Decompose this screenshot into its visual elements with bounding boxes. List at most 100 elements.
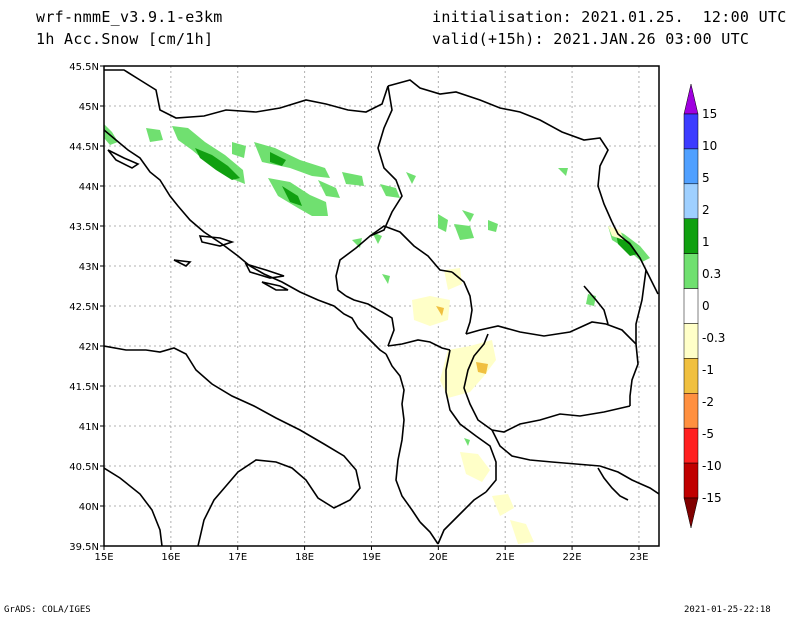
colorbar-swatch [683, 462, 699, 499]
y-tick-label: 40N [79, 502, 99, 513]
y-tick-label: 44.5N [69, 142, 99, 153]
x-tick-label: 17E [228, 552, 247, 563]
snow-area [464, 438, 470, 446]
colorbar-label: 5 [702, 171, 710, 185]
colorbar-swatch [683, 358, 699, 394]
snow-area [318, 180, 340, 198]
coastline-italy-gulf [104, 467, 163, 546]
y-tick-label: 43.5N [69, 222, 99, 233]
melt-area [436, 306, 444, 316]
melt-area [510, 520, 534, 544]
y-tick-label: 41N [79, 422, 99, 433]
snow-area [462, 210, 474, 222]
border-albania-east [445, 349, 497, 493]
x-tick-label: 18E [295, 552, 314, 563]
snow-area [586, 294, 596, 306]
x-tick-label: 15E [94, 552, 113, 563]
border-montenegro-serbia [369, 225, 453, 273]
colorbar-label: 0.3 [702, 267, 721, 281]
coastline-albania [385, 353, 421, 523]
border-greece-albania-south [437, 491, 487, 545]
x-tick-label: 19E [362, 552, 381, 563]
colorbar-swatch [683, 113, 699, 150]
coastline-greece [419, 521, 439, 545]
y-tick-label: 39.5N [69, 542, 99, 553]
model-title: wrf-nmmE_v3.9.1-e3km [36, 8, 223, 26]
melt-area [460, 452, 490, 482]
melt-area [476, 362, 488, 374]
x-tick-label: 20E [429, 552, 448, 563]
colorbar-swatch [683, 427, 699, 464]
snow-area [282, 186, 302, 206]
y-tick-label: 42N [79, 342, 99, 353]
colorbar-swatch [683, 253, 699, 289]
border-greece-north [491, 429, 659, 495]
colorbar-label: 10 [702, 139, 717, 153]
snow-area [232, 142, 246, 158]
border-north-macedonia [465, 321, 639, 406]
x-tick-label: 23E [629, 552, 648, 563]
island-mljet [261, 281, 289, 291]
melt-area [444, 268, 462, 290]
colorbar-swatch [683, 288, 699, 324]
border-bulgaria-east [635, 269, 647, 344]
snow-area [372, 232, 382, 244]
x-tick-label: 16E [161, 552, 180, 563]
border-bosnia-serbia [335, 85, 403, 297]
initialisation-time: initialisation: 2021.01.25. 12:00 UTC [432, 8, 787, 26]
snow-fields [104, 124, 650, 544]
y-tick-label: 43N [79, 262, 99, 273]
coastline-greece-aegean [597, 467, 629, 501]
snow-area [406, 172, 416, 184]
colorbar-label: 0 [702, 299, 710, 313]
latitude-axis: 39.5N 40N 40.5N 41N 41.5N 42N 42.5N 43N 43.5N 44N… [69, 62, 104, 553]
valid-time: valid(+15h): 2021.JAN.26 03:00 UTC [432, 30, 750, 48]
colorbar-label: -15 [702, 491, 722, 505]
snow-area [558, 168, 568, 176]
coastlines-and-borders [104, 69, 659, 546]
colorbar-label: 2 [702, 203, 710, 217]
colorbar-label: 15 [702, 107, 717, 121]
y-tick-label: 40.5N [69, 462, 99, 473]
snow-area [342, 172, 364, 186]
snow-area [382, 274, 390, 284]
island-brac [198, 235, 235, 247]
colorbar-label: 1 [702, 235, 710, 249]
snow-area [488, 220, 498, 232]
melt-area [492, 494, 514, 516]
snow-area [195, 148, 240, 180]
y-tick-label: 42.5N [69, 302, 99, 313]
border-serbia-bulgaria-2 [583, 285, 609, 325]
colorbar-swatch [683, 323, 699, 359]
y-tick-label: 45.5N [69, 62, 99, 73]
x-tick-label: 22E [563, 552, 582, 563]
colorbar-label: -5 [702, 427, 714, 441]
border-serbia-north [387, 79, 613, 223]
colorbar-bottom-arrow [683, 497, 699, 529]
snow-area [438, 214, 448, 232]
colorbar-swatch [683, 148, 699, 185]
snow-area [146, 128, 163, 142]
island-cres [107, 149, 140, 169]
render-timestamp: 2021-01-25-22:18 [684, 605, 771, 615]
software-credit: GrADS: COLA/IGES [4, 605, 91, 615]
snow-area [616, 234, 638, 256]
colorbar-label: -1 [702, 363, 714, 377]
coastline-adriatic-east [104, 129, 387, 355]
longitude-axis: 15E 16E 17E 18E 19E 20E 21E 22E 23E [94, 546, 648, 563]
island-hvar [173, 259, 192, 267]
colorbar-swatch [683, 218, 699, 254]
border-montenegro-albania [345, 295, 395, 347]
snow-area [254, 142, 330, 178]
y-tick-label: 41.5N [69, 382, 99, 393]
colorbar-label: -2 [702, 395, 714, 409]
colorbar-top-arrow [683, 83, 699, 115]
colorbar-swatch [683, 393, 699, 429]
coastline-italy-east [104, 345, 361, 546]
y-tick-label: 44N [79, 182, 99, 193]
border-albania-kosovo [387, 339, 451, 351]
y-tick-label: 45N [79, 102, 99, 113]
colorbar: 15 10 5 2 1 0.3 0 -0.3 -1 -2 -5 -10 -15 [683, 83, 725, 529]
colorbar-label: -10 [702, 459, 722, 473]
